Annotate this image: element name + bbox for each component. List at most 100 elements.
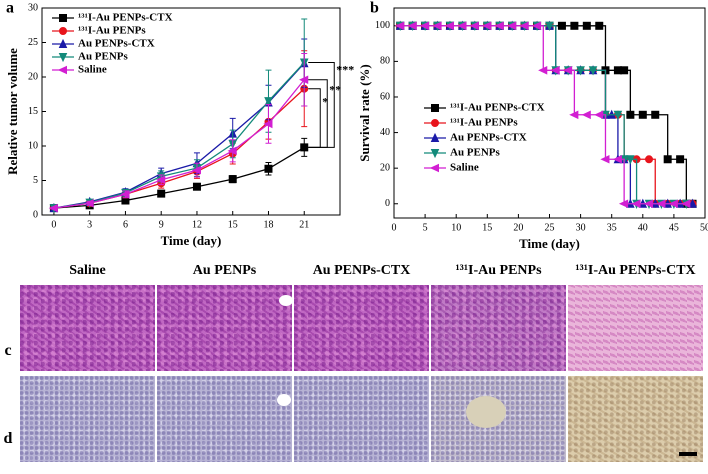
x-tick-label: 15 <box>228 219 238 230</box>
x-axis-label: Time (day) <box>519 236 580 251</box>
x-tick-label: 30 <box>576 222 586 233</box>
panel-label: b <box>370 0 379 17</box>
marker <box>192 182 201 191</box>
legend-marker <box>430 149 440 159</box>
panel-label: a <box>6 0 14 17</box>
y-tick-label: 25 <box>28 37 38 48</box>
legend-label: ¹³¹I-Au PENPs <box>450 117 518 129</box>
marker <box>550 66 560 75</box>
legend-label: Saline <box>450 162 479 174</box>
x-tick-label: 9 <box>159 219 164 230</box>
marker <box>582 21 591 30</box>
marker <box>506 21 517 31</box>
marker <box>545 21 554 31</box>
legend-marker <box>58 38 68 48</box>
y-tick-label: 5 <box>33 175 38 186</box>
marker <box>457 21 467 31</box>
column-title: Au PENPs-CTX <box>312 263 411 278</box>
marker <box>562 66 573 75</box>
significance-bracket <box>308 79 328 148</box>
y-tick-label: 0 <box>33 209 38 220</box>
y-tick-label: 0 <box>385 198 390 209</box>
marker <box>157 189 166 198</box>
legend-label: Au PENPs <box>450 147 501 159</box>
marker <box>227 146 237 156</box>
marker <box>613 110 623 120</box>
legend-label: Au PENPs <box>78 51 129 63</box>
marker <box>595 21 604 30</box>
series-line <box>53 146 305 209</box>
x-tick-label: 50 <box>700 222 708 233</box>
charts: a b 0 3 6 9 12 15 18 21 0 5 10 15 20 25 30 Time (day) Re… <box>5 0 708 251</box>
histology-image <box>431 376 566 462</box>
column-title: ¹³¹I-Au PENPs-CTX <box>575 263 696 278</box>
x-tick-label: 6 <box>123 219 128 230</box>
marker <box>626 110 635 119</box>
significance-bracket <box>308 88 321 148</box>
marker <box>469 21 479 31</box>
x-tick-label: 10 <box>451 222 461 233</box>
y-tick-label: 100 <box>375 20 390 31</box>
y-tick-label: 30 <box>28 2 38 13</box>
histology-image <box>20 376 155 462</box>
column-title: ¹³¹I-Au PENPs <box>455 263 542 278</box>
marker <box>638 110 647 119</box>
marker <box>494 21 504 31</box>
marker <box>570 21 579 30</box>
x-tick-label: 45 <box>669 222 679 233</box>
marker <box>519 21 529 31</box>
legend-label: Au PENPs-CTX <box>78 38 155 50</box>
x-tick-label: 0 <box>392 222 397 233</box>
marker <box>444 21 454 31</box>
marker <box>228 175 237 184</box>
marker <box>663 155 672 164</box>
legend-marker <box>431 119 439 127</box>
histology-image <box>294 376 429 462</box>
marker <box>264 97 273 107</box>
scale-bar <box>679 452 697 456</box>
y-tick-label: 40 <box>380 127 390 138</box>
legend-marker <box>59 27 67 35</box>
marker <box>651 110 660 119</box>
column-title: Saline <box>69 263 106 278</box>
marker <box>557 21 566 30</box>
legend-label: ¹³¹I-Au PENPs-CTX <box>450 102 545 114</box>
x-tick-label: 5 <box>423 222 428 233</box>
histology-image <box>294 285 429 371</box>
marker <box>676 155 685 164</box>
marker <box>48 203 58 213</box>
column-title: Au PENPs <box>192 263 257 278</box>
x-tick-label: 20 <box>513 222 523 233</box>
marker <box>581 110 591 120</box>
marker <box>432 21 442 31</box>
marker <box>263 119 273 129</box>
marker <box>656 199 666 209</box>
significance-bracket <box>308 62 335 148</box>
x-tick-label: 21 <box>299 219 309 230</box>
marker <box>645 155 654 164</box>
histology-image <box>431 285 566 371</box>
marker <box>588 66 598 76</box>
significance-label: *** <box>336 62 354 76</box>
histology-image <box>20 285 155 371</box>
y-axis-label: Relative tumor volume <box>5 48 20 175</box>
marker <box>594 110 604 120</box>
marker <box>538 66 548 75</box>
marker <box>299 75 309 85</box>
marker <box>531 21 542 31</box>
legend-marker <box>429 163 439 173</box>
series-line <box>53 62 305 209</box>
x-axis-label: Time (day) <box>161 233 222 248</box>
row-label: c <box>4 342 12 359</box>
series-line <box>53 79 305 209</box>
marker <box>419 21 430 31</box>
marker <box>600 154 610 164</box>
x-tick-label: 12 <box>192 219 202 230</box>
marker <box>120 190 130 199</box>
y-tick-label: 60 <box>380 91 390 102</box>
y-tick-label: 15 <box>28 106 38 117</box>
marker <box>612 154 622 164</box>
y-axis-label: Survival rate (%) <box>357 64 372 161</box>
marker <box>576 66 585 76</box>
